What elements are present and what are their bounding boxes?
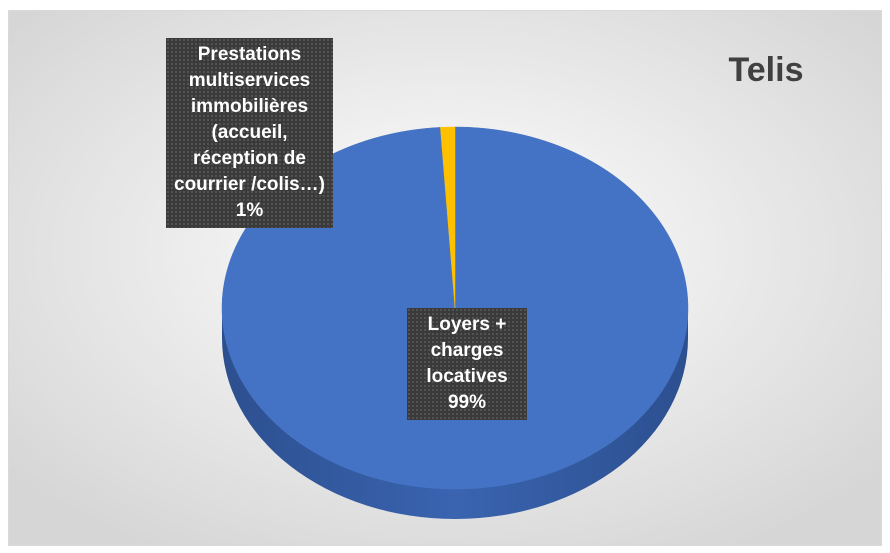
- data-label-name: Loyers + charges locatives: [426, 314, 508, 387]
- data-label-value: 1%: [235, 200, 264, 221]
- pie-side: [222, 308, 688, 519]
- data-label-value: 99%: [447, 392, 487, 413]
- pie-slice: [440, 126, 456, 309]
- chart-title: Telis: [729, 51, 804, 89]
- data-label-name: Prestations multiservices immobilières (…: [174, 44, 325, 195]
- data-label: Loyers + charges locatives 99%: [407, 308, 527, 420]
- data-label: Prestations multiservices immobilières (…: [166, 38, 333, 228]
